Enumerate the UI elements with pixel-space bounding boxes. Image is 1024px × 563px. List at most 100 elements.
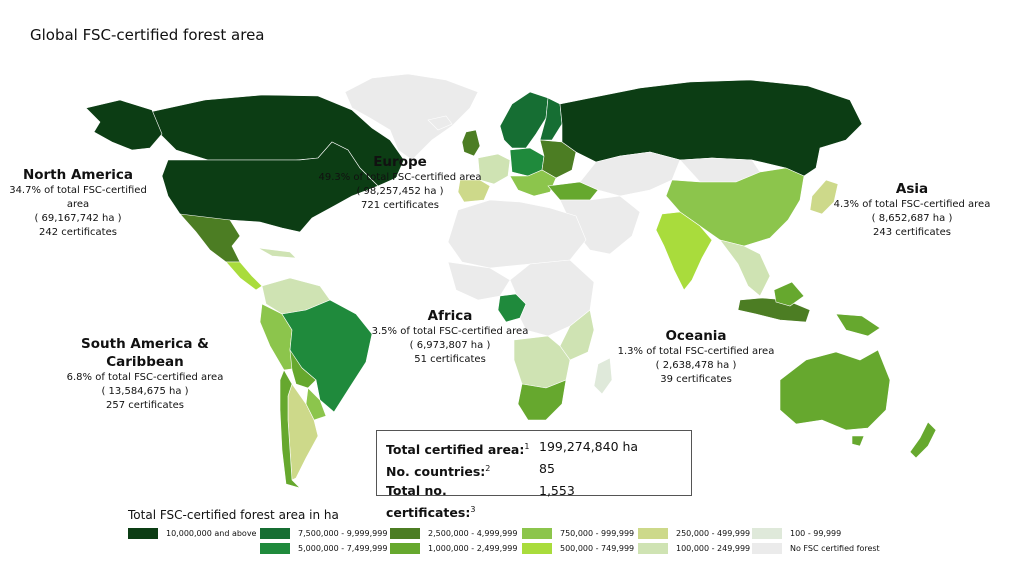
papua [835,313,881,337]
region-oceania: Oceania 1.3% of total FSC-certified area… [606,327,786,387]
footnote-marker: 3 [470,505,476,515]
central-america [225,261,263,291]
legend-item: 100 - 99,999 [752,528,841,539]
summary-certs-label: Total no. certificates: [386,483,471,521]
region-area: ( 69,167,742 ha ) [34,213,122,224]
legend-item: 500,000 - 749,999 [522,543,634,554]
paraguay-uruguay [305,387,327,421]
legend-label: No FSC certified forest [790,544,880,553]
iberia [457,179,491,203]
region-certificates: 39 certificates [660,374,732,385]
madagascar [593,357,613,395]
alaska [85,99,163,151]
legend-swatch [522,543,552,554]
region-area: ( 13,584,675 ha ) [101,386,189,397]
region-share: 3.5% of total FSC-certified area [371,326,529,337]
india [655,211,713,291]
legend-item: 750,000 - 999,999 [522,528,634,539]
legend-swatch [752,543,782,554]
korea-japan [809,179,839,215]
region-africa: Africa 3.5% of total FSC-certified area … [360,307,540,367]
scandinavia [499,91,549,149]
southeast-asia [719,239,771,297]
region-south-america: South America & Caribbean 6.8% of total … [40,335,250,413]
region-certificates: 242 certificates [39,227,117,238]
legend-swatch [522,528,552,539]
legend-item: 10,000,000 and above [128,528,256,539]
legend-label: 500,000 - 749,999 [560,544,635,553]
summary-area-value: 199,274,840 ha [539,439,639,454]
caribbean [257,247,297,259]
australia [779,349,891,431]
new-zealand [909,421,937,459]
central-africa [509,259,595,337]
legend-label: 2,500,000 - 4,999,999 [428,529,518,538]
summary-countries-value: 85 [539,461,555,477]
region-certificates: 51 certificates [414,354,486,365]
legend-item: 1,000,000 - 2,499,999 [390,543,517,554]
summary-row-certificates: Total no. certificates:3 1,553 [386,481,691,522]
western-europe [477,153,511,185]
region-area: ( 2,638,478 ha ) [655,360,737,371]
legend-label: 5,000,000 - 7,499,999 [298,544,388,553]
iceland [427,115,453,131]
legend-label: 7,500,000 - 9,999,999 [298,529,388,538]
region-name: North America [22,167,134,183]
region-area: ( 98,257,452 ha ) [356,186,444,197]
legend-label: 100,000 - 249,999 [676,544,751,553]
region-certificates: 721 certificates [361,200,439,211]
greenland [344,73,479,161]
south-africa [517,379,567,421]
legend-swatch [260,528,290,539]
summary-area-label: Total certified area: [386,442,525,458]
legend-item: No FSC certified forest [752,543,880,554]
tasmania [851,435,865,447]
legend-swatch [752,528,782,539]
mexico [179,213,241,263]
turkey [547,181,599,201]
legend-label: 250,000 - 499,999 [676,529,751,538]
map-title: Global FSC-certified forest area [30,26,265,44]
region-share: 49.3% of total FSC-certified area [318,172,482,183]
legend-swatch [260,543,290,554]
region-share: 34.7% of total FSC-certified area [9,185,147,210]
legend-item: 250,000 - 499,999 [638,528,750,539]
north-africa [447,199,587,269]
region-name: Europe [373,154,427,170]
region-name: South America & Caribbean [81,336,209,370]
legend-item: 5,000,000 - 7,499,999 [260,543,387,554]
summary-row-area: Total certified area:1 199,274,840 ha [386,437,691,459]
region-name: Africa [427,308,473,324]
legend-label: 100 - 99,999 [790,529,842,538]
chile [279,369,302,489]
region-area: ( 8,652,687 ha ) [871,213,953,224]
region-area: ( 6,973,807 ha ) [409,340,491,351]
legend-swatch [390,528,420,539]
legend-item: 7,500,000 - 9,999,999 [260,528,387,539]
region-share: 1.3% of total FSC-certified area [617,346,775,357]
legend-swatch [638,543,668,554]
region-name: Oceania [665,328,727,344]
region-asia: Asia 4.3% of total FSC-certified area ( … [812,180,1012,240]
uk-ireland [461,129,481,157]
balkans [509,169,557,197]
legend-label: 750,000 - 999,999 [560,529,635,538]
legend-swatch [390,543,420,554]
legend-swatch [638,528,668,539]
borneo [773,281,805,307]
region-name: Asia [895,181,929,197]
footnote-marker: 2 [485,464,491,474]
region-share: 4.3% of total FSC-certified area [833,199,991,210]
summary-countries-label: No. countries: [386,464,486,480]
legend-label: 1,000,000 - 2,499,999 [428,544,518,553]
legend-item: 2,500,000 - 4,999,999 [390,528,517,539]
region-europe: Europe 49.3% of total FSC-certified area… [318,153,482,213]
region-share: 6.8% of total FSC-certified area [66,372,224,383]
indonesia [737,297,811,323]
summary-certs-value: 1,553 [539,483,575,499]
legend-item: 100,000 - 249,999 [638,543,750,554]
legend-swatch [128,528,158,539]
west-africa [447,261,511,301]
summary-row-countries: No. countries:2 85 [386,459,691,481]
